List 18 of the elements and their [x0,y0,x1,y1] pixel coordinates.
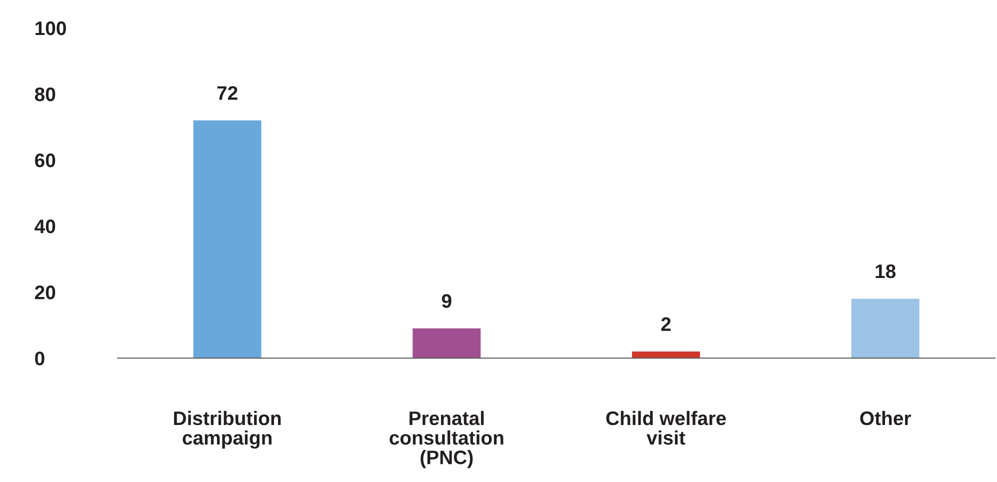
bar [412,328,481,358]
bar [193,120,262,358]
x-tick-label: Distribution campaign [174,410,281,449]
y-tick-label: 60 [35,153,56,168]
data-label: 9 [442,294,452,308]
data-label: 2 [661,317,671,331]
y-tick-label: 0 [35,352,44,366]
x-tick-label: Child welfare visit [606,410,726,445]
x-tick-label: Prenatal consultation (PNC) [390,410,504,468]
y-tick-label: 80 [34,87,56,102]
y-tick-label: 100 [36,21,66,36]
y-tick-label: 40 [34,220,56,234]
x-tick-label: Other [860,410,911,426]
y-tick-label: 20 [34,286,56,300]
data-label: 72 [217,86,238,100]
bar [851,298,920,358]
data-label: 18 [876,264,896,278]
bar [632,352,700,358]
